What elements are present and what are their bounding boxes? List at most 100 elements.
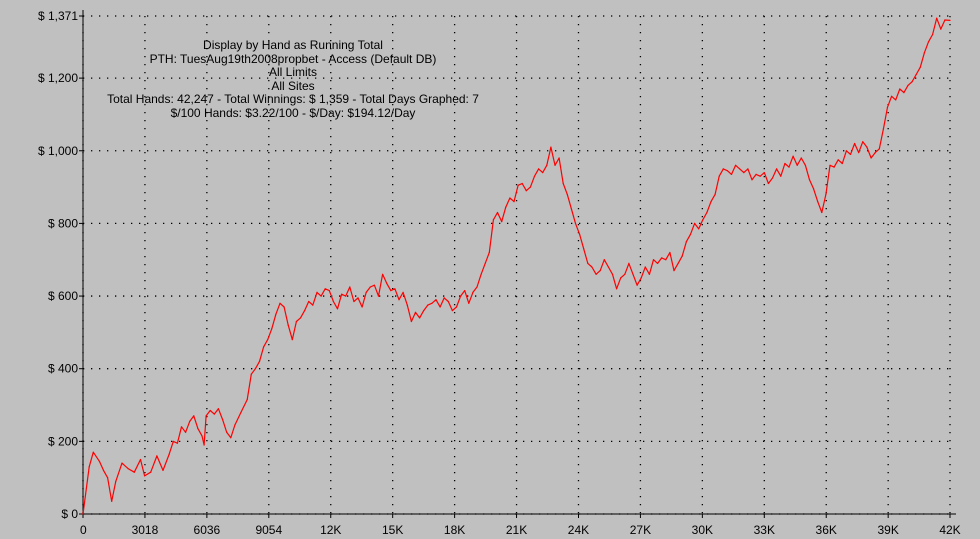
data-point xyxy=(267,339,269,341)
data-point xyxy=(201,435,203,437)
data-point xyxy=(176,442,178,444)
data-point xyxy=(546,164,548,166)
data-point xyxy=(102,469,105,471)
data-point xyxy=(529,186,532,188)
data-point xyxy=(743,172,745,174)
data-point xyxy=(825,193,827,195)
data-point xyxy=(849,153,852,155)
data-point xyxy=(144,475,146,477)
data-point xyxy=(620,277,622,279)
data-point xyxy=(431,302,433,304)
data-point xyxy=(180,426,183,428)
data-point xyxy=(357,297,359,299)
data-point xyxy=(369,286,371,288)
data-point xyxy=(464,290,466,292)
data-point xyxy=(88,466,90,468)
x-tick-label: 0 xyxy=(80,523,87,537)
data-point xyxy=(800,157,802,159)
data-point xyxy=(899,88,901,90)
data-point xyxy=(299,317,302,319)
axes xyxy=(79,10,956,518)
data-point xyxy=(447,300,449,303)
x-tick-label: 42K xyxy=(939,523,960,537)
annotation-line-3: All Limits xyxy=(269,65,317,79)
x-tick-label: 36K xyxy=(816,523,837,537)
data-point xyxy=(127,468,129,470)
data-point xyxy=(669,251,671,254)
data-point xyxy=(115,480,117,482)
data-point xyxy=(759,175,761,177)
y-tick-label: $ 600 xyxy=(48,289,78,303)
data-point xyxy=(747,168,749,170)
data-point xyxy=(788,166,790,168)
data-point xyxy=(739,168,741,170)
data-point xyxy=(203,444,205,446)
data-point xyxy=(829,164,831,166)
data-point xyxy=(513,201,515,203)
data-point xyxy=(250,373,252,375)
y-tick-label: $ 1,371 xyxy=(38,9,78,23)
data-point xyxy=(480,273,482,275)
data-point xyxy=(501,221,503,223)
y-tick-label: $ 800 xyxy=(48,216,78,230)
data-point xyxy=(562,182,564,185)
data-point xyxy=(258,360,261,362)
data-point xyxy=(205,415,207,417)
data-point xyxy=(751,179,753,181)
data-point xyxy=(915,73,917,76)
data-point xyxy=(919,66,921,68)
data-point xyxy=(476,286,478,288)
annotation-line-2: PTH: TuesAug19th2008propbet - Access (De… xyxy=(150,52,437,66)
data-point xyxy=(677,262,679,264)
data-point xyxy=(509,197,511,199)
data-point xyxy=(308,300,310,303)
data-point xyxy=(595,273,597,275)
data-point xyxy=(455,306,458,308)
data-point xyxy=(722,168,724,170)
data-point xyxy=(185,431,187,433)
data-point xyxy=(525,190,527,192)
data-point xyxy=(932,33,934,36)
data-point xyxy=(866,146,868,148)
data-point xyxy=(776,168,778,170)
x-tick-label: 27K xyxy=(630,523,651,537)
data-point xyxy=(230,437,232,439)
data-point xyxy=(283,306,285,308)
data-point xyxy=(484,262,486,264)
data-point xyxy=(882,128,885,130)
data-point xyxy=(710,201,712,203)
y-tick-labels: $ 0 $ 200 $ 400 $ 600 $ 800 $ 1,000 $ 1,200 $ 1… xyxy=(38,9,78,521)
data-point xyxy=(874,152,876,154)
data-point xyxy=(168,453,170,455)
data-point xyxy=(316,291,318,293)
data-point xyxy=(681,255,683,257)
x-tick-label: 3018 xyxy=(132,523,159,537)
data-point xyxy=(611,273,614,275)
data-point xyxy=(521,182,523,185)
data-point xyxy=(139,458,142,461)
data-point xyxy=(767,182,770,185)
y-tick-label: $ 1,200 xyxy=(38,71,78,85)
data-point xyxy=(312,304,314,306)
data-point xyxy=(496,211,499,214)
data-point xyxy=(111,500,113,502)
data-point xyxy=(427,304,429,306)
data-point xyxy=(320,295,322,297)
y-tick-label: $ 400 xyxy=(48,362,78,376)
data-point xyxy=(944,19,946,21)
data-point xyxy=(394,288,396,290)
data-point xyxy=(587,262,589,264)
data-point xyxy=(558,157,560,159)
data-point xyxy=(936,17,938,19)
annotation-line-6: $/100 Hands: $3.22/100 - $/Day: $194.12/… xyxy=(171,106,416,120)
data-point xyxy=(726,170,729,172)
data-point xyxy=(193,415,195,417)
data-point xyxy=(197,428,199,430)
data-point xyxy=(488,251,490,254)
data-point xyxy=(263,346,265,348)
x-tick-label: 15K xyxy=(382,523,403,537)
data-point xyxy=(414,311,417,313)
data-point xyxy=(878,148,880,150)
data-point xyxy=(583,248,585,250)
data-point xyxy=(435,299,437,301)
